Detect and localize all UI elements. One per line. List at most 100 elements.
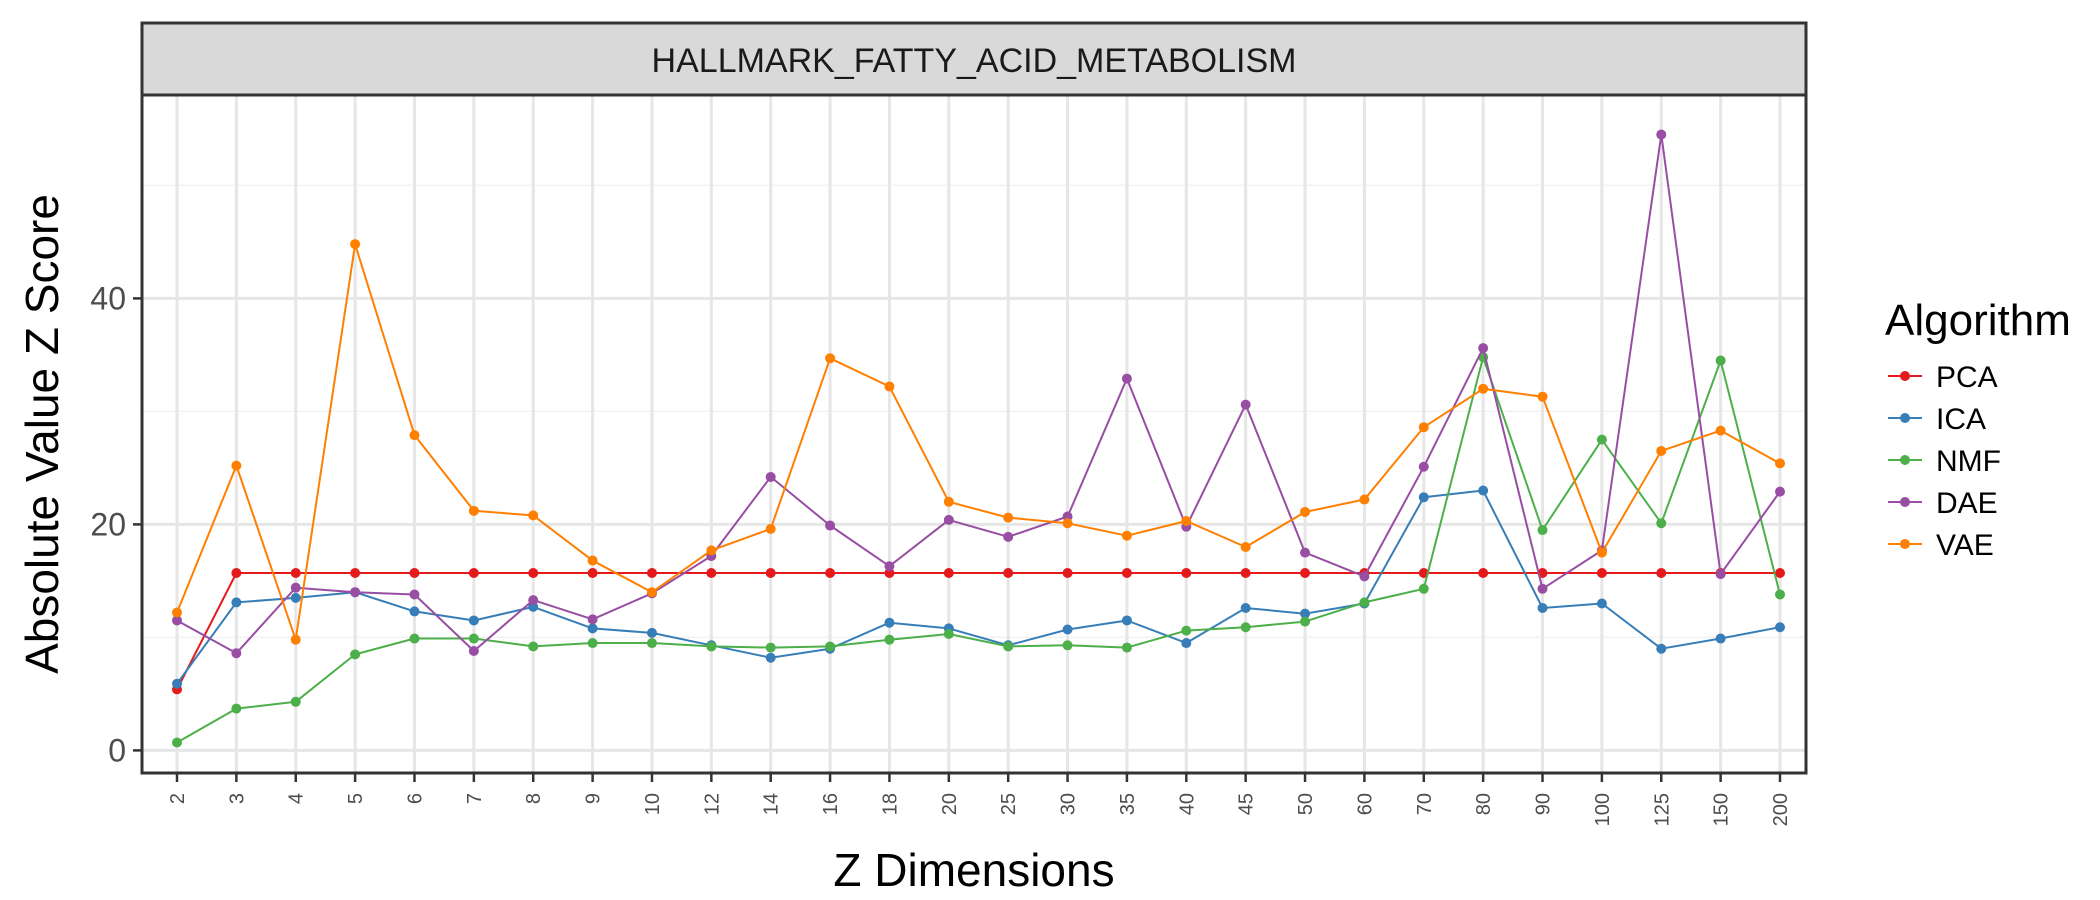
y-axis-title: Absolute Value Z Score	[16, 194, 68, 674]
data-point-dae	[528, 595, 539, 606]
x-tick-label: 12	[701, 793, 723, 815]
data-point-vae	[1537, 391, 1548, 402]
legend-key-point	[1900, 497, 1910, 507]
data-point-nmf	[1300, 616, 1311, 627]
panel-border	[140, 93, 1808, 775]
legend: Algorithm PCA ICA NMF DAE VAE	[1885, 296, 2071, 562]
data-point-vae	[706, 545, 717, 556]
data-point-nmf	[1715, 355, 1726, 366]
data-point-pca	[409, 567, 420, 578]
data-point-pca	[350, 567, 361, 578]
x-tick-label: 90	[1533, 793, 1555, 815]
data-point-ica	[587, 623, 598, 634]
data-point-vae	[646, 587, 657, 598]
data-point-dae	[1240, 399, 1251, 410]
data-point-dae	[943, 514, 954, 525]
data-point-dae	[1359, 571, 1370, 582]
data-point-dae	[1537, 583, 1548, 594]
data-point-nmf	[172, 737, 182, 748]
data-point-nmf	[1596, 434, 1607, 445]
series-line-dae	[176, 133, 1781, 655]
data-point-pca	[1478, 567, 1489, 578]
data-point-ica	[1775, 622, 1785, 633]
x-tick-label: 5	[345, 793, 367, 804]
y-tick-label: 20	[90, 506, 126, 542]
data-point-pca	[1596, 567, 1607, 578]
data-point-nmf	[1656, 518, 1667, 529]
legend-item-pca: PCA	[1888, 361, 1998, 394]
data-point-vae	[172, 607, 182, 618]
x-tick-label: 30	[1058, 793, 1080, 815]
data-point-nmf	[1775, 589, 1785, 600]
data-point-dae	[1478, 343, 1489, 354]
x-tick-label: 4	[286, 793, 308, 804]
data-point-dae	[1656, 129, 1667, 140]
data-point-vae	[1656, 445, 1667, 456]
data-point-pca	[1775, 567, 1785, 578]
data-point-nmf	[1359, 597, 1370, 608]
data-point-nmf	[528, 641, 539, 652]
x-tick-label: 7	[464, 793, 486, 804]
facet-title: HALLMARK_FATTY_ACID_METABOLISM	[652, 42, 1297, 80]
legend-item-ica: ICA	[1888, 403, 1986, 436]
x-tick-label: 150	[1711, 793, 1733, 826]
x-tick-label: 10	[642, 793, 664, 815]
data-point-ica	[646, 627, 657, 638]
data-point-vae	[1478, 383, 1489, 394]
data-point-dae	[1121, 373, 1132, 384]
data-point-dae	[290, 582, 301, 593]
x-tick-label: 20	[939, 793, 961, 815]
series-layer	[172, 129, 1785, 748]
data-point-nmf	[706, 641, 717, 652]
data-point-pca	[765, 567, 776, 578]
data-point-vae	[1003, 512, 1014, 523]
legend-label: PCA	[1936, 361, 1998, 394]
data-point-vae	[884, 381, 895, 392]
data-point-ica	[765, 652, 776, 663]
data-point-nmf	[765, 642, 776, 653]
x-axis: 2 3 4 5 6 7 8 9 10 12 14 16 18 20 25 30 35 40 45 50 60 70 80 90…	[167, 773, 1792, 826]
gridlines	[142, 95, 1806, 773]
x-tick-label: 6	[404, 793, 426, 804]
facet-strip	[140, 21, 1808, 97]
data-point-pca	[290, 567, 301, 578]
x-tick-label: 35	[1117, 793, 1139, 815]
data-point-vae	[587, 555, 598, 566]
data-point-dae	[1003, 531, 1014, 542]
data-point-ica	[231, 597, 242, 608]
series-dae	[172, 129, 1785, 659]
data-point-pca	[1003, 567, 1014, 578]
data-point-ica	[1596, 598, 1607, 609]
data-point-nmf	[646, 638, 657, 649]
x-tick-label: 8	[523, 793, 545, 804]
data-point-ica	[172, 678, 182, 689]
data-point-dae	[765, 471, 776, 482]
legend-key-point	[1900, 455, 1910, 465]
series-line-ica	[176, 489, 1781, 685]
series-line-vae	[176, 243, 1781, 641]
data-point-ica	[1478, 485, 1489, 496]
series-line-nmf	[176, 356, 1781, 744]
legend-label: NMF	[1936, 445, 2001, 478]
data-point-pca	[468, 567, 479, 578]
data-point-ica	[1121, 615, 1132, 626]
data-point-vae	[1300, 506, 1311, 517]
data-point-pca	[646, 567, 657, 578]
data-point-pca	[1656, 567, 1667, 578]
x-tick-label: 100	[1592, 793, 1614, 826]
y-tick-label: 0	[108, 732, 126, 768]
data-point-vae	[1775, 458, 1785, 469]
data-point-dae	[1300, 547, 1311, 558]
legend-item-dae: DAE	[1888, 487, 1998, 520]
data-point-vae	[409, 430, 420, 441]
data-point-nmf	[1181, 625, 1192, 636]
series-line-pca	[176, 572, 1780, 690]
data-point-nmf	[884, 634, 895, 645]
x-tick-label: 70	[1414, 793, 1436, 815]
data-point-ica	[1656, 643, 1667, 654]
x-tick-label: 2	[167, 793, 189, 804]
data-point-ica	[1715, 633, 1726, 644]
data-point-nmf	[1240, 622, 1251, 633]
